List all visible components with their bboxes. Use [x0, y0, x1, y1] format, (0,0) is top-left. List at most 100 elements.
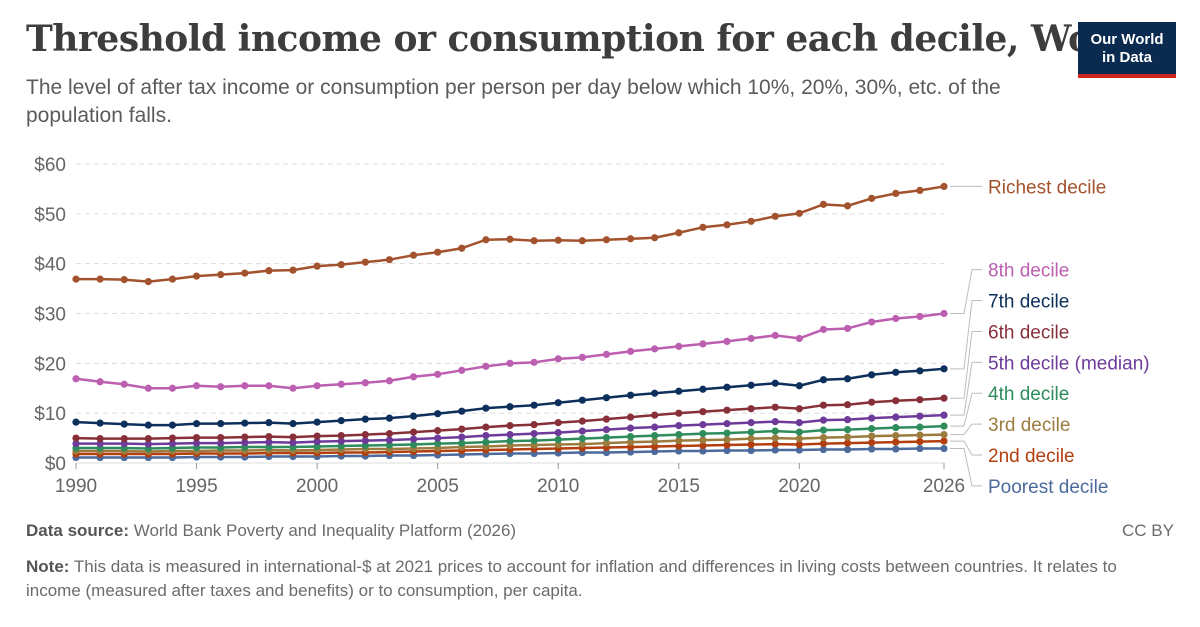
data-point: [530, 429, 538, 438]
data-point: [699, 429, 707, 438]
data-point: [651, 431, 659, 440]
data-point: [868, 398, 876, 406]
label-connector: [950, 448, 982, 487]
data-point: [602, 236, 611, 244]
data-point: [554, 435, 562, 444]
x-tick-label: 2020: [778, 476, 820, 497]
data-point: [675, 387, 683, 395]
data-point: [795, 419, 803, 427]
y-tick-label: $40: [34, 255, 66, 276]
data-point: [506, 403, 514, 411]
data-point: [651, 345, 659, 353]
label-connector: [950, 440, 982, 456]
data-point: [747, 440, 755, 449]
data-point: [675, 430, 683, 439]
data-point: [168, 421, 177, 429]
data-point: [916, 396, 924, 404]
series-label: Richest decile: [988, 177, 1106, 198]
data-point: [892, 314, 900, 323]
data-point: [723, 446, 731, 455]
data-point: [868, 194, 876, 202]
series-label: 6th decile: [988, 322, 1069, 343]
data-point: [96, 419, 104, 427]
data-point: [482, 362, 490, 370]
y-tick-label: $20: [34, 354, 66, 375]
data-point: [241, 382, 249, 390]
data-point: [747, 434, 755, 443]
series-label: 3rd decile: [988, 415, 1070, 436]
data-point: [192, 382, 201, 390]
data-point: [602, 350, 611, 358]
data-point: [385, 256, 394, 264]
data-point: [458, 244, 466, 252]
data-point: [192, 439, 201, 447]
data-point: [699, 441, 707, 450]
data-point: [916, 431, 924, 439]
data-point: [313, 382, 321, 390]
data-point: [843, 202, 852, 210]
y-tick-label: $30: [34, 305, 66, 326]
owid-logo[interactable]: Our World in Data: [1078, 22, 1176, 78]
chart-note: Note: This data is measured in internati…: [26, 555, 1176, 603]
y-tick-label: $10: [34, 404, 66, 425]
data-point: [409, 428, 418, 436]
data-point: [241, 419, 249, 427]
series-label: 7th decile: [988, 292, 1069, 313]
data-point: [434, 248, 442, 256]
data-point: [554, 355, 562, 363]
source-label: Data source:: [26, 521, 129, 540]
data-point: [144, 384, 152, 392]
data-point: [409, 251, 418, 259]
data-point: [723, 221, 731, 229]
x-tick-label: 2010: [537, 476, 579, 497]
label-connector: [950, 269, 982, 314]
data-point: [434, 370, 442, 378]
source-text[interactable]: World Bank Poverty and Inequality Platfo…: [133, 521, 517, 540]
data-point: [675, 422, 683, 430]
data-point: [361, 441, 369, 450]
data-point: [361, 436, 369, 445]
data-point: [458, 425, 466, 433]
data-point: [771, 403, 779, 411]
chart-title: Threshold income or consumption for each…: [26, 18, 1148, 60]
data-point: [482, 236, 490, 244]
data-point: [168, 434, 177, 442]
data-point: [482, 423, 490, 431]
x-tick-label: 2015: [658, 476, 700, 497]
data-point: [506, 422, 514, 430]
data-point: [651, 411, 659, 419]
license-link[interactable]: CC BY: [1122, 521, 1174, 540]
data-point: [361, 258, 369, 266]
data-point: [120, 276, 128, 284]
data-point: [385, 441, 394, 449]
data-point: [747, 405, 755, 413]
data-point: [144, 421, 152, 429]
data-point: [530, 421, 538, 429]
data-point: [602, 448, 611, 457]
data-point: [626, 443, 635, 451]
data-point: [940, 437, 948, 445]
data-point: [819, 325, 828, 334]
data-point: [723, 406, 731, 414]
data-point: [337, 437, 345, 445]
data-point: [144, 278, 152, 286]
data-point: [602, 433, 611, 442]
data-point: [217, 439, 225, 447]
data-point: [409, 373, 418, 381]
data-point: [795, 334, 803, 343]
data-point: [434, 427, 442, 435]
data-point: [482, 438, 490, 446]
data-point: [626, 432, 635, 441]
data-point: [458, 366, 466, 374]
data-point: [506, 359, 514, 367]
data-point: [578, 434, 586, 443]
data-point: [313, 437, 321, 446]
data-point: [530, 401, 538, 409]
data-point: [940, 182, 948, 191]
label-connector: [950, 423, 982, 436]
data-point: [217, 433, 225, 442]
data-point: [747, 428, 755, 436]
data-point: [651, 234, 659, 242]
data-point: [120, 439, 128, 448]
data-point: [940, 422, 948, 430]
